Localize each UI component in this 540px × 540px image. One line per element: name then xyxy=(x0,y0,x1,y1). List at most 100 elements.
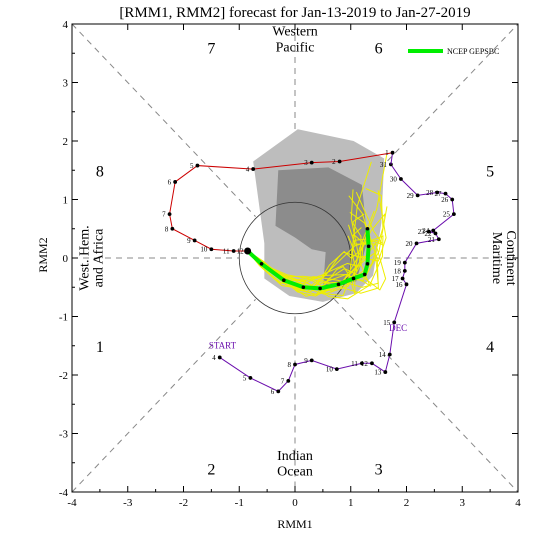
observed-dec-point xyxy=(402,260,407,265)
y-tick-label: -2 xyxy=(59,370,68,382)
observed-jan-point-label: 3 xyxy=(304,159,308,167)
phase-number: 1 xyxy=(96,339,104,356)
observed-dec-point-label: 7 xyxy=(281,377,285,385)
forecast-mean-point xyxy=(362,272,367,277)
forecast-mean-point xyxy=(365,262,370,266)
region-label-top-line1: Western xyxy=(272,25,318,40)
observed-dec-point-label: 14 xyxy=(379,351,387,359)
x-tick-label: 2 xyxy=(404,497,410,509)
ensemble-member-line xyxy=(247,161,372,285)
forecast-mean-point xyxy=(365,226,370,231)
phase-number: 6 xyxy=(375,40,383,57)
observed-jan-point xyxy=(251,167,256,171)
observed-jan-line xyxy=(169,152,393,252)
observed-dec-point xyxy=(436,237,441,242)
region-label-bottom-line1: Indian xyxy=(277,449,313,464)
x-axis-label: RMM1 xyxy=(277,517,312,531)
observed-dec-point xyxy=(433,231,438,236)
observed-dec-point xyxy=(399,177,403,181)
observed-jan-point-label: 10 xyxy=(200,246,208,254)
observed-dec-point-label: 30 xyxy=(390,176,398,184)
observed-jan-point-label: 11 xyxy=(223,247,230,255)
observed-dec-point-label: 16 xyxy=(396,281,404,289)
x-tick-label: 3 xyxy=(460,497,466,509)
observed-jan-point-label: 8 xyxy=(165,225,169,233)
observed-jan-point-label: 2 xyxy=(332,158,336,166)
observed-dec-point xyxy=(217,355,222,360)
observed-dec-point-label: 18 xyxy=(394,267,402,275)
phase-number: 2 xyxy=(207,462,215,479)
observed-jan-point-label: 4 xyxy=(246,166,250,174)
observed-dec-point xyxy=(309,358,314,363)
observed-dec-point-label: 31 xyxy=(380,161,388,169)
divider-sw xyxy=(71,299,256,493)
observed-dec-point-label: 25 xyxy=(443,211,451,219)
phase-number: 5 xyxy=(486,163,494,180)
observed-jan-point xyxy=(167,212,172,217)
phase-number: 8 xyxy=(96,163,104,180)
observed-dec-point-label: 8 xyxy=(288,361,292,369)
region-label-right-line1: Maritime xyxy=(489,232,504,284)
observed-dec-point xyxy=(392,320,397,325)
observed-dec-point-label: 29 xyxy=(407,192,415,200)
observed-dec-point xyxy=(415,193,420,198)
legend-label: NCEP GEPSBC xyxy=(447,47,499,56)
observed-dec-point-label: 4 xyxy=(212,354,216,362)
x-tick-label: -2 xyxy=(179,497,188,509)
observed-dec-point-label: 9 xyxy=(304,357,308,365)
x-tick-label: 0 xyxy=(292,497,298,509)
observed-jan-point xyxy=(337,159,342,164)
region-label-bottom-line2: Ocean xyxy=(277,465,313,480)
x-tick-label: 4 xyxy=(515,497,521,509)
observed-jan-point xyxy=(209,247,214,252)
month-join-line xyxy=(390,152,394,165)
observed-dec-point-label: 20 xyxy=(406,240,414,248)
observed-jan-point xyxy=(390,150,395,155)
legend: NCEP GEPSBC xyxy=(408,47,499,56)
observed-dec-point xyxy=(383,370,388,374)
observed-dec-point xyxy=(248,376,253,380)
observed-jan-point-label: 6 xyxy=(168,178,172,186)
observed-dec-point xyxy=(334,367,339,372)
observed-dec-point xyxy=(431,228,436,233)
region-label-left-line1: West. Hem. xyxy=(78,225,93,290)
observed-dec-point-label: 24 xyxy=(422,227,430,235)
forecast-mean-point xyxy=(259,262,264,266)
observed-dec-point xyxy=(360,361,364,366)
observed-dec-point-label: 28 xyxy=(426,189,434,197)
y-axis-label: RMM2 xyxy=(36,237,50,272)
observed-dec-point xyxy=(286,378,291,383)
x-tick-label: 1 xyxy=(348,497,354,509)
y-tick-label: 3 xyxy=(63,78,69,90)
observed-jan-point xyxy=(231,249,236,253)
observed-jan-point-label: 1 xyxy=(385,149,389,157)
forecast-mean-point xyxy=(336,282,341,287)
region-label-top-line2: Pacific xyxy=(276,40,315,55)
forecast-start-point xyxy=(244,247,252,255)
y-tick-label: -3 xyxy=(59,429,69,441)
region-label-right-line2: Continent xyxy=(503,230,518,285)
observed-dec-point xyxy=(414,241,419,246)
observed-dec-point xyxy=(451,212,456,217)
observed-dec-point xyxy=(387,352,392,357)
annotation-label: DEC xyxy=(389,323,407,333)
y-tick-label: -1 xyxy=(59,312,68,324)
observed-jan-point-label: 9 xyxy=(187,237,191,245)
observed-dec-line xyxy=(219,164,455,392)
chart-title: [RMM1, RMM2] forecast for Jan-13-2019 to… xyxy=(119,5,470,21)
y-tick-label: 2 xyxy=(63,136,69,148)
observed-jan-point xyxy=(309,160,314,165)
observed-dec-point-label: 15 xyxy=(383,319,391,327)
x-tick-label: -3 xyxy=(123,497,133,509)
forecast-mean-point xyxy=(351,276,356,281)
forecast-mean-point xyxy=(301,285,306,290)
observed-jan-point-label: 5 xyxy=(190,162,194,170)
y-tick-label: -4 xyxy=(59,487,69,499)
observed-dec-point-label: 12 xyxy=(361,360,369,368)
observed-dec-point-label: 11 xyxy=(351,360,358,368)
observed-jan-point-label: 7 xyxy=(162,211,166,219)
forecast-mean-point xyxy=(282,278,286,283)
forecast-mean-point xyxy=(366,244,371,249)
observed-dec-point xyxy=(404,282,409,287)
y-tick-label: 4 xyxy=(63,19,69,31)
